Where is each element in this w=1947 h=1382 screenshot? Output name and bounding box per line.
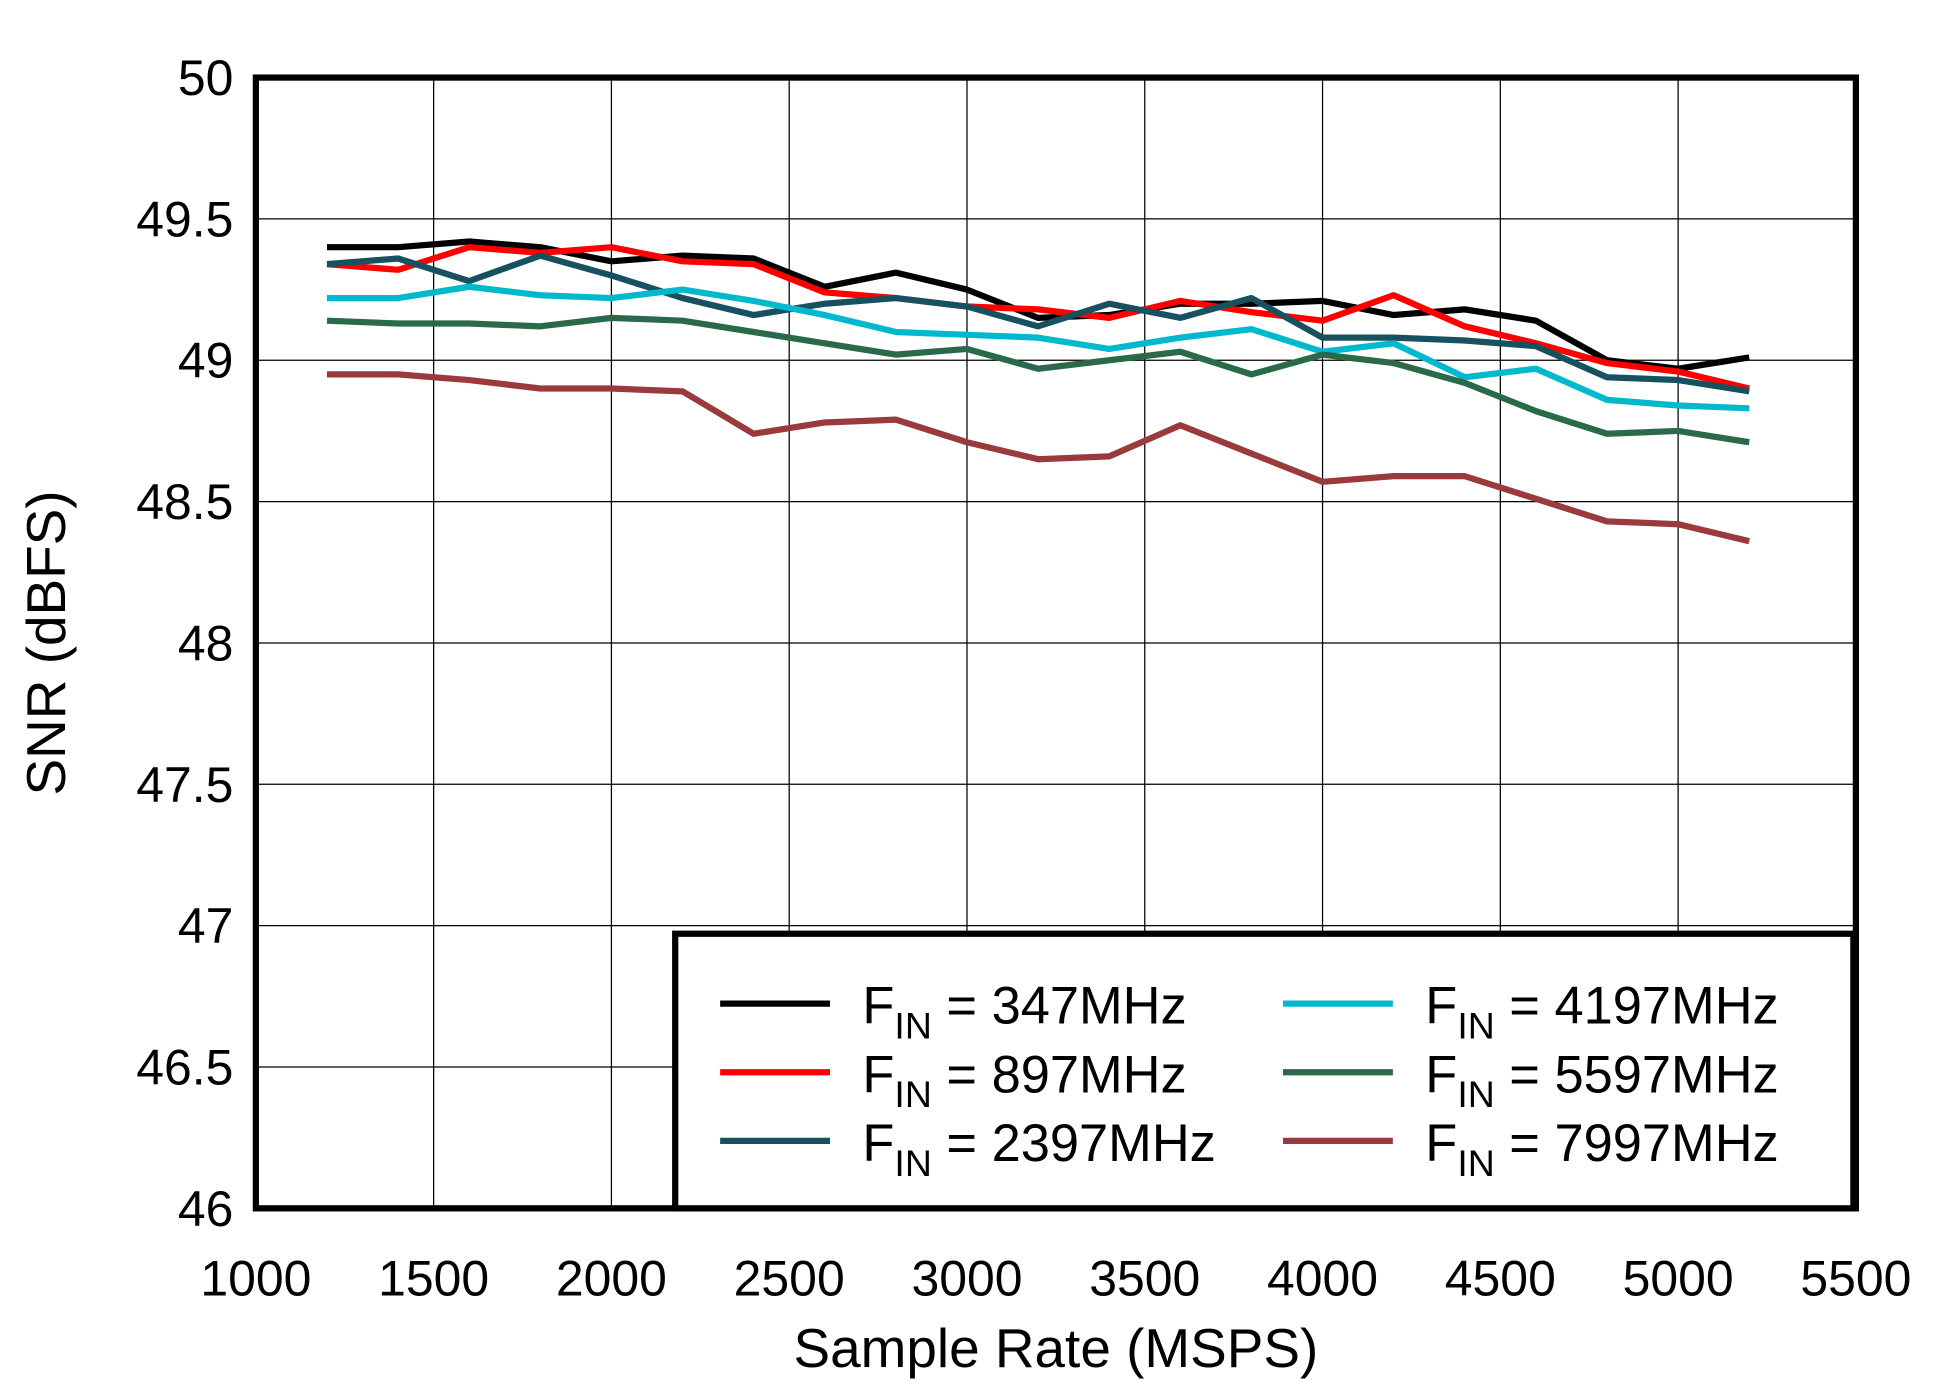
- x-tick-label: 1500: [378, 1251, 489, 1307]
- x-tick-label: 3000: [911, 1251, 1022, 1307]
- series-line-4: [326, 314, 1750, 446]
- x-tick-label: 1000: [200, 1251, 311, 1307]
- legend-label-sub: IN: [1457, 1142, 1494, 1184]
- series-line-1: [326, 244, 1750, 392]
- legend-entry: FIN = 897MHz: [862, 1046, 1186, 1115]
- legend-label-sub: IN: [894, 1142, 931, 1184]
- legend-entry: FIN = 347MHz: [862, 978, 1186, 1047]
- y-tick-labels: 46 46.5 47 47.5 48 48.5 49 49.5 50: [136, 50, 233, 1237]
- legend-label-rest: = 347MHz: [932, 978, 1187, 1036]
- y-tick-label: 47.5: [136, 757, 233, 813]
- series-line-2: [326, 252, 1750, 395]
- legend-label-sub: IN: [1457, 1005, 1494, 1047]
- legend-label-main: F: [1425, 1115, 1457, 1173]
- legend-entry: FIN = 5597MHz: [1425, 1046, 1778, 1115]
- series-line-3: [326, 283, 1750, 412]
- legend-label-rest: = 897MHz: [932, 1046, 1187, 1104]
- y-axis-label: SNR (dBFS): [15, 490, 77, 795]
- legend-label-main: F: [1425, 1046, 1457, 1104]
- y-tick-label: 48: [178, 615, 234, 671]
- y-tick-label: 49: [178, 333, 234, 389]
- legend-entry: FIN = 7997MHz: [1425, 1115, 1778, 1184]
- series-line-0: [326, 238, 1750, 372]
- legend-label-main: F: [862, 1046, 894, 1104]
- legend-box: [672, 930, 1857, 1212]
- x-tick-label: 2500: [734, 1251, 845, 1307]
- x-tick-label: 2000: [556, 1251, 667, 1307]
- y-tick-label: 47: [178, 898, 234, 954]
- legend-label-rest: = 7997MHz: [1495, 1115, 1779, 1173]
- legend-label-main: F: [862, 1115, 894, 1173]
- series-line-5: [326, 371, 1750, 545]
- legend-label-main: F: [1425, 978, 1457, 1036]
- x-tick-label: 5000: [1623, 1251, 1734, 1307]
- legend-entry: FIN = 4197MHz: [1425, 978, 1778, 1047]
- series-lines: [326, 238, 1750, 545]
- x-tick-label: 3500: [1089, 1251, 1200, 1307]
- legend-label-rest: = 5597MHz: [1495, 1046, 1779, 1104]
- x-tick-label: 5500: [1800, 1251, 1911, 1307]
- x-tick-labels: 1000 1500 2000 2500 3000 3500 4000 4500 5000 5500: [200, 1251, 1911, 1307]
- y-tick-label: 49.5: [136, 191, 233, 247]
- y-tick-label: 46.5: [136, 1039, 233, 1095]
- y-tick-label: 46: [178, 1181, 234, 1237]
- legend-label-main: F: [862, 978, 894, 1036]
- legend-label-rest: = 2397MHz: [932, 1115, 1216, 1173]
- legend-label-sub: IN: [894, 1005, 931, 1047]
- legend-label-rest: = 4197MHz: [1495, 978, 1779, 1036]
- x-axis-label: Sample Rate (MSPS): [793, 1317, 1318, 1379]
- y-tick-label: 50: [178, 50, 234, 106]
- legend-entry: FIN = 2397MHz: [862, 1115, 1215, 1184]
- x-tick-label: 4500: [1445, 1251, 1556, 1307]
- legend-label-sub: IN: [894, 1073, 931, 1115]
- x-tick-label: 4000: [1267, 1251, 1378, 1307]
- legend-label-sub: IN: [1457, 1073, 1494, 1115]
- y-tick-label: 48.5: [136, 474, 233, 530]
